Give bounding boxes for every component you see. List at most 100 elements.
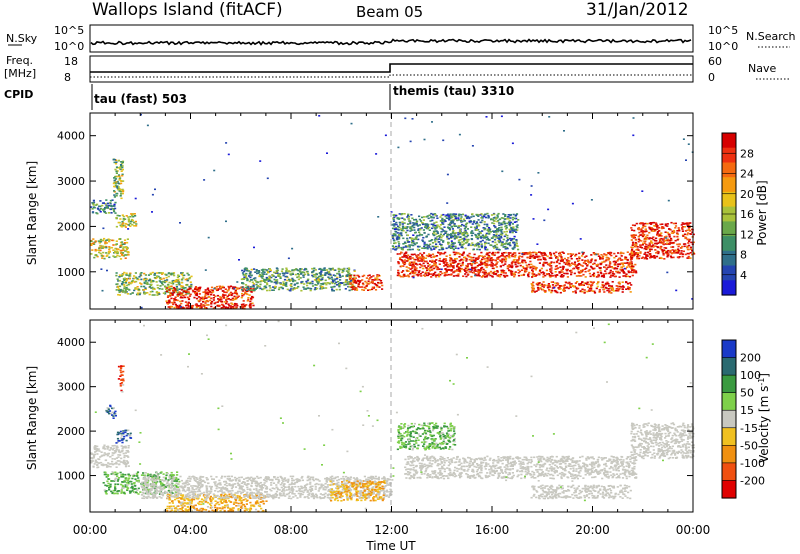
- velocity-colorbar: 200 100 50 15 -15 -50 -100 -200: [721, 339, 765, 499]
- colorbar-segment: [722, 445, 736, 464]
- y-tick-label: 2000: [57, 220, 85, 233]
- nave-label: Nave: [748, 62, 776, 75]
- freq-label: Freq.: [6, 54, 33, 67]
- nsky-tick-bottom: 10^0: [54, 40, 84, 53]
- colorbar-segment: [722, 340, 736, 359]
- x-tick-label: 04:00: [173, 523, 208, 537]
- colorbar-tick-label: 50: [740, 387, 754, 400]
- echo-band-3: [117, 365, 125, 393]
- colorbar-tick-label: -100: [740, 457, 765, 470]
- nsky-tick-top: 10^5: [54, 24, 84, 37]
- echo-band-9: [530, 280, 633, 294]
- velocity-panel: 1000 2000 3000 4000 Slant Range [km]: [25, 319, 695, 513]
- power-axes: 1000 2000 3000 4000: [57, 113, 694, 309]
- nave-tick-bottom: 0: [708, 71, 715, 84]
- echo-band-10: [630, 422, 695, 460]
- colorbar-segment: [722, 410, 736, 429]
- echo-band-10: [630, 221, 696, 260]
- echo-band-8: [404, 455, 638, 480]
- nsearch-tick-bottom: 10^0: [708, 40, 738, 53]
- colorbar-segment: [722, 236, 736, 252]
- colorbar-tick-label: -200: [740, 474, 765, 487]
- power-ylabel: Slant Range [km]: [25, 161, 39, 265]
- cpid-label: CPID: [4, 88, 33, 101]
- echo-band-7: [348, 274, 384, 291]
- date-title: 31/Jan/2012: [586, 0, 689, 20]
- freq-unit-label: [MHz]: [4, 67, 36, 80]
- colorbar-tick-label: 4: [740, 269, 747, 282]
- colorbar-tick-label: 16: [740, 208, 754, 221]
- colorbar-frame: [721, 339, 737, 499]
- y-tick-label: 4000: [57, 130, 85, 143]
- power-echoes: [90, 113, 696, 310]
- colorbar-tick-label: 15: [740, 404, 754, 417]
- nsky-strip-frame: [89, 24, 694, 53]
- colorbar-segment: [722, 280, 736, 296]
- freq-tick-top: 18: [64, 55, 78, 68]
- colorbar-tick-label: -15: [740, 422, 758, 435]
- cpid-mode-1: tau (fast) 503: [94, 92, 187, 106]
- echo-band-8: [396, 251, 638, 278]
- y-tick-label: 3000: [57, 381, 85, 394]
- nsearch-label: N.Search: [746, 30, 796, 43]
- station-title: Wallops Island (fitACF): [92, 0, 283, 20]
- colorbar-segment: [722, 133, 736, 149]
- colorbar-segment: [722, 357, 736, 376]
- echo-band-9: [530, 484, 632, 500]
- nsearch-tick-top: 10^5: [708, 24, 738, 37]
- y-tick-label: 1000: [57, 470, 85, 483]
- x-tick-label: 00:00: [676, 523, 711, 537]
- x-tick-labels: 00:00 04:00 08:00 12:00 16:00 20:00 00:00: [73, 523, 711, 537]
- echo-band-2: [112, 158, 125, 200]
- power-colorbar-label: Power [dB]: [755, 180, 769, 245]
- echo-band-1: [105, 404, 117, 419]
- echo-band-3: [90, 199, 117, 215]
- colorbar-segment: [722, 462, 736, 482]
- colorbar-tick-label: 8: [740, 249, 747, 262]
- velocity-colorbar-label: Velocity [m s-1]: [757, 373, 771, 463]
- colorbar-segment: [722, 147, 736, 163]
- colorbar-tick-label: 12: [740, 228, 754, 241]
- power-panel: 1000 2000 3000 4000 Slant Range [km]: [25, 112, 696, 310]
- colorbar-segment: [722, 250, 736, 267]
- colorbar-tick-label: 20: [740, 188, 754, 201]
- freq-strip-frame: [89, 55, 694, 83]
- freq-tick-bottom: 8: [64, 71, 71, 84]
- echo-band-11: [391, 212, 520, 251]
- nsky-label: N.Sky: [6, 32, 38, 45]
- echo-band-6: [240, 267, 356, 292]
- velocity-ylabel: Slant Range [km]: [25, 366, 39, 470]
- y-tick-label: 3000: [57, 175, 85, 188]
- colorbar-tick-label: -50: [740, 439, 758, 452]
- x-tick-label: 16:00: [475, 523, 510, 537]
- x-tick-label: 00:00: [73, 523, 108, 537]
- freq-trace: [90, 63, 693, 73]
- colorbar-segment: [722, 427, 736, 446]
- beam-title: Beam 05: [356, 3, 423, 21]
- x-tick-label: 08:00: [274, 523, 309, 537]
- velocity-echoes: [90, 320, 695, 513]
- y-tick-label: 2000: [57, 425, 85, 438]
- cpid-mode-2: themis (tau) 3310: [393, 84, 514, 98]
- velocity-axes: 1000 2000 3000 4000: [57, 320, 694, 512]
- nave-tick-top: 60: [708, 55, 722, 68]
- colorbar-tick-label: 200: [740, 352, 761, 365]
- colorbar-segment: [722, 221, 736, 237]
- colorbar-tick-label: 28: [740, 147, 754, 160]
- y-tick-label: 1000: [57, 266, 85, 279]
- colorbar-segment: [722, 480, 736, 499]
- echo-band-0: [90, 237, 130, 260]
- colorbar-segment: [722, 177, 736, 193]
- echo-band-11: [396, 422, 457, 451]
- nsky-trace: [90, 38, 692, 46]
- echo-band-0: [90, 444, 130, 469]
- y-tick-label: 4000: [57, 336, 85, 349]
- colorbar-tick-label: 24: [740, 168, 754, 181]
- colorbar-segment: [722, 265, 736, 281]
- colorbar-segment: [722, 162, 736, 178]
- power-colorbar: 4 8 12 16 20 24 28: [721, 132, 754, 296]
- scatter-noise: [100, 113, 694, 309]
- nave-trace: [90, 74, 693, 78]
- colorbar-segment: [722, 191, 736, 208]
